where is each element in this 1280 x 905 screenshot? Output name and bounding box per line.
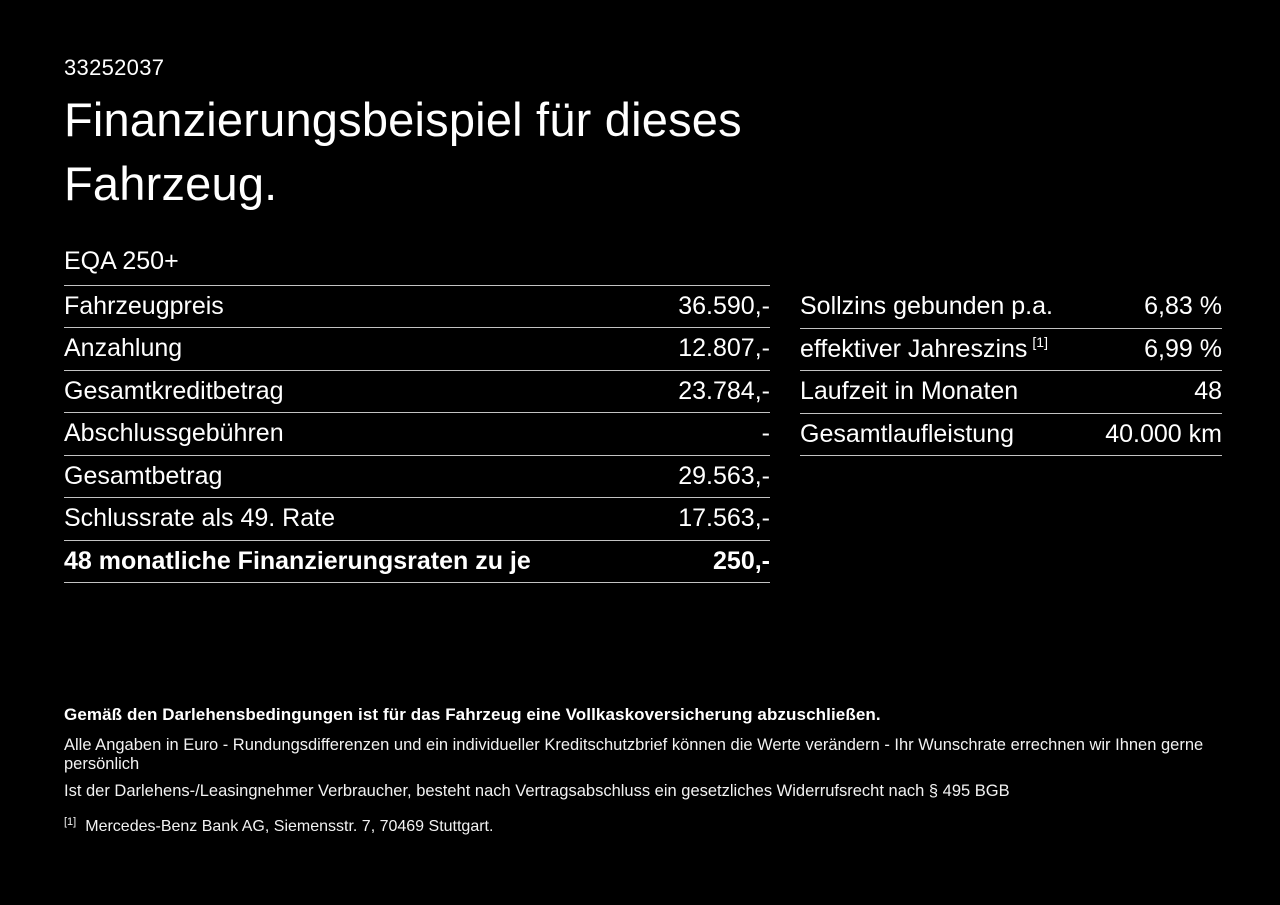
model-name: EQA 250+ [64, 240, 770, 286]
model-name-label: EQA 250+ [64, 246, 179, 275]
table-row-total-mileage: Gesamtlaufleistung 40.000 km [800, 414, 1222, 456]
row-value: 29.563,- [678, 461, 770, 490]
document-id: 33252037 [64, 55, 165, 80]
table-row-effective-interest: effektiver Jahreszins [1] 6,99 % [800, 329, 1222, 371]
table-row-monthly-rate: 48 monatliche Finanzierungsraten zu je 2… [64, 541, 770, 583]
page-title: Finanzierungsbeispiel für dieses Fahrzeu… [64, 93, 742, 210]
row-value: 40.000 km [1105, 419, 1222, 448]
footnote-ref-text: Mercedes-Benz Bank AG, Siemensstr. 7, 70… [85, 818, 494, 835]
footnote-reference: [1] Mercedes-Benz Bank AG, Siemensstr. 7,… [64, 815, 1222, 836]
financing-table: EQA 250+ Fahrzeugpreis 36.590,- Anzahlun… [64, 240, 770, 583]
row-label: Anzahlung [64, 334, 183, 363]
footnote-ref-marker: [1] [1032, 334, 1048, 351]
table-row-nominal-interest: Sollzins gebunden p.a. 6,83 % [800, 286, 1222, 329]
table-row-closing-fees: Abschlussgebühren - [64, 413, 770, 456]
conditions-table: Sollzins gebunden p.a. 6,83 % effektiver… [800, 286, 1222, 456]
row-label: Gesamtlaufleistung [800, 419, 1015, 448]
row-label: Sollzins gebunden p.a. [800, 292, 1053, 321]
row-value: 36.590,- [678, 291, 770, 320]
table-row-vehicle-price: Fahrzeugpreis 36.590,- [64, 286, 770, 328]
financing-tables: EQA 250+ Fahrzeugpreis 36.590,- Anzahlun… [64, 240, 1222, 583]
table-row-total-amount: Gesamtbetrag 29.563,- [64, 456, 770, 498]
table-row-down-payment: Anzahlung 12.807,- [64, 328, 770, 371]
row-value: 6,83 % [1144, 292, 1222, 321]
row-value: 6,99 % [1144, 334, 1222, 363]
row-value: 12.807,- [678, 334, 770, 363]
insurance-note: Gemäß den Darlehensbedingungen ist für d… [64, 705, 881, 724]
row-label: Laufzeit in Monaten [800, 377, 1019, 406]
row-value: - [761, 419, 770, 448]
row-label: Schlussrate als 49. Rate [64, 504, 335, 533]
row-value: 17.563,- [678, 504, 770, 533]
table-row-final-rate: Schlussrate als 49. Rate 17.563,- [64, 498, 770, 541]
table-row-term-months: Laufzeit in Monaten 48 [800, 371, 1222, 414]
row-label: Gesamtbetrag [64, 461, 223, 490]
footnote-ref-marker: [1] [64, 815, 77, 828]
row-label: Fahrzeugpreis [64, 291, 224, 320]
table-row-total-credit: Gesamtkreditbetrag 23.784,- [64, 371, 770, 413]
row-value: 48 [1194, 377, 1222, 406]
row-label: Abschlussgebühren [64, 419, 284, 448]
row-value: 250,- [713, 546, 770, 575]
disclaimer-line-1: Alle Angaben in Euro - Rundungsdifferenz… [64, 736, 1204, 773]
row-label: Gesamtkreditbetrag [64, 376, 284, 405]
row-value: 23.784,- [678, 376, 770, 405]
footnotes-section: Gemäß den Darlehensbedingungen ist für d… [64, 705, 1222, 836]
row-label: 48 monatliche Finanzierungsraten zu je [64, 546, 531, 575]
row-label: effektiver Jahreszins [1] [800, 334, 1048, 363]
disclaimer-line-2: Ist der Darlehens-/Leasingnehmer Verbrau… [64, 782, 1010, 800]
